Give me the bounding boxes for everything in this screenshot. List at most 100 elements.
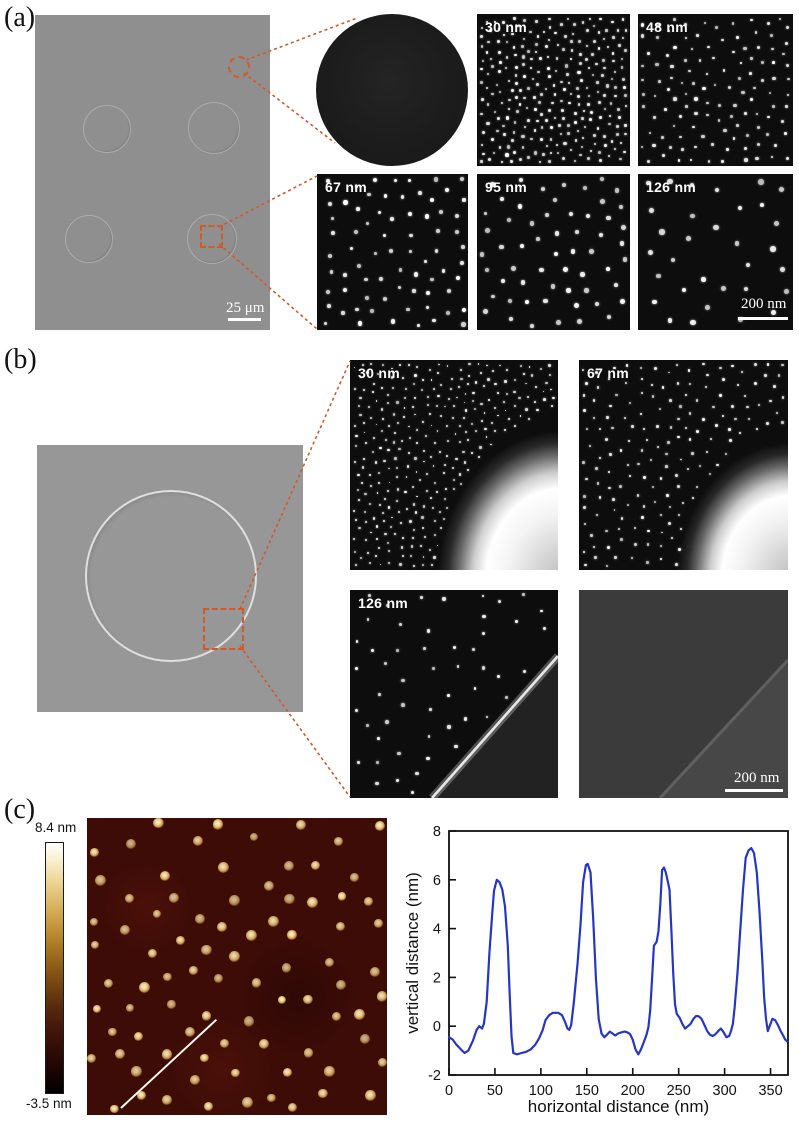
nanoparticle-dot — [423, 647, 426, 650]
x-tick-label: 100 — [529, 1083, 553, 1099]
nanoparticle-dot — [505, 393, 508, 395]
nanoparticle-dot — [535, 83, 539, 87]
nanoparticle-dot — [245, 930, 257, 942]
nanoparticle-dot — [435, 229, 440, 234]
nanoparticle-dot — [619, 240, 625, 246]
nanoparticle-dot — [610, 140, 614, 143]
nanoparticle-dot — [365, 295, 370, 300]
nanoparticle-dot — [341, 311, 345, 315]
nanoparticle-dot — [551, 405, 554, 408]
nanoparticle-dot — [377, 1057, 387, 1068]
nanoparticle-dot — [490, 137, 494, 141]
nanoparticle-dot — [778, 17, 782, 21]
nanoparticle-dot — [401, 703, 405, 708]
nanoparticle-dot — [533, 96, 536, 99]
nanoparticle-dot — [559, 99, 563, 103]
nanoparticle-dot — [335, 980, 347, 991]
nanoparticle-dot — [630, 556, 633, 560]
nanoparticle-dot — [663, 108, 667, 111]
nanoparticle-dot — [562, 157, 566, 161]
nanoparticle-dot — [514, 619, 518, 623]
nanoparticle-dot — [624, 93, 628, 97]
nanoparticle-dot — [362, 364, 365, 366]
nanoparticle-dot — [507, 417, 510, 421]
nanoparticle-dot — [505, 66, 508, 70]
nanoparticle-dot — [390, 376, 393, 379]
nanoparticle-dot — [770, 246, 776, 252]
nanoparticle-dot — [442, 472, 445, 475]
nanoparticle-dot — [436, 491, 439, 494]
x-tick-label: 150 — [575, 1083, 599, 1099]
nanoparticle-dot — [617, 527, 621, 531]
nanoparticle-dot — [467, 374, 470, 378]
nanoparticle-dot — [657, 446, 660, 448]
nanoparticle-dot — [488, 28, 492, 32]
nanoparticle-dot — [359, 1033, 370, 1044]
nanoparticle-dot — [643, 427, 646, 431]
nanoparticle-dot — [552, 198, 557, 203]
nanoparticle-dot — [756, 125, 760, 129]
nanoparticle-dot — [602, 37, 605, 40]
nanoparticle-dot — [647, 52, 650, 55]
nanoparticle-dot — [385, 603, 389, 608]
nanoparticle-dot — [126, 1004, 135, 1013]
nanoparticle-dot — [383, 662, 387, 666]
nanoparticle-dot — [472, 399, 475, 403]
nanoparticle-dot — [518, 396, 521, 400]
dot-field — [350, 360, 558, 570]
nanoparticle-dot — [690, 320, 696, 326]
nanoparticle-dot — [731, 405, 734, 408]
nanoparticle-dot — [583, 394, 586, 397]
nanoparticle-dot — [772, 105, 776, 109]
nanoparticle-dot — [705, 450, 708, 453]
nanoparticle-dot — [411, 545, 414, 548]
nanoparticle-dot — [479, 446, 482, 449]
nanoparticle-dot — [754, 31, 758, 34]
nanoparticle-dot — [370, 485, 373, 488]
nanoparticle-dot — [496, 117, 500, 121]
nanoparticle-dot — [604, 529, 608, 533]
nanoparticle-dot — [614, 85, 618, 89]
nanoparticle-dot — [670, 76, 673, 80]
nanoparticle-dot — [647, 160, 651, 164]
nanoparticle-dot — [671, 537, 674, 539]
nanoparticle-dot — [504, 380, 507, 383]
nanoparticle-dot — [388, 481, 391, 484]
nanoparticle-dot — [413, 528, 416, 531]
nanoparticle-dot — [570, 40, 574, 43]
nanoparticle-dot — [601, 74, 605, 78]
nanoparticle-dot — [528, 417, 531, 420]
nanoparticle-dot — [90, 940, 100, 950]
nanoparticle-dot — [637, 462, 641, 466]
sem-inset-b-67nm: 67 nm — [579, 360, 788, 570]
nanoparticle-dot — [620, 66, 624, 69]
nanoparticle-dot — [381, 511, 384, 514]
nanoparticle-dot — [463, 461, 467, 464]
nanoparticle-dot — [660, 513, 663, 516]
nanoparticle-dot — [353, 537, 356, 540]
nanoparticle-dot — [519, 103, 522, 106]
nanoparticle-dot — [514, 95, 518, 99]
nanoparticle-dot — [421, 526, 425, 530]
nanoparticle-dot — [585, 58, 589, 62]
nanoparticle-dot — [427, 396, 430, 398]
nanoparticle-dot — [659, 558, 662, 561]
nanoparticle-dot — [744, 111, 748, 115]
nanoparticle-dot — [433, 177, 438, 182]
nanoparticle-dot — [536, 119, 539, 123]
nanoparticle-dot — [445, 487, 447, 490]
nanoparticle-dot — [518, 177, 524, 183]
nanoparticle-dot — [427, 735, 431, 738]
nanoparticle-dot — [669, 145, 673, 149]
nanoparticle-dot — [480, 67, 483, 71]
nanoparticle-dot — [497, 69, 501, 73]
nanoparticle-dot — [430, 563, 434, 567]
inset-label: 95 nm — [485, 179, 527, 195]
nanoparticle-dot — [714, 188, 720, 193]
nanoparticle-dot — [590, 534, 594, 537]
nanoparticle-dot — [513, 425, 516, 428]
nanoparticle-dot — [375, 400, 378, 403]
nanoparticle-dot — [447, 693, 451, 697]
nanoparticle-dot — [377, 737, 381, 741]
zoom-square-annotation-b — [203, 608, 244, 650]
